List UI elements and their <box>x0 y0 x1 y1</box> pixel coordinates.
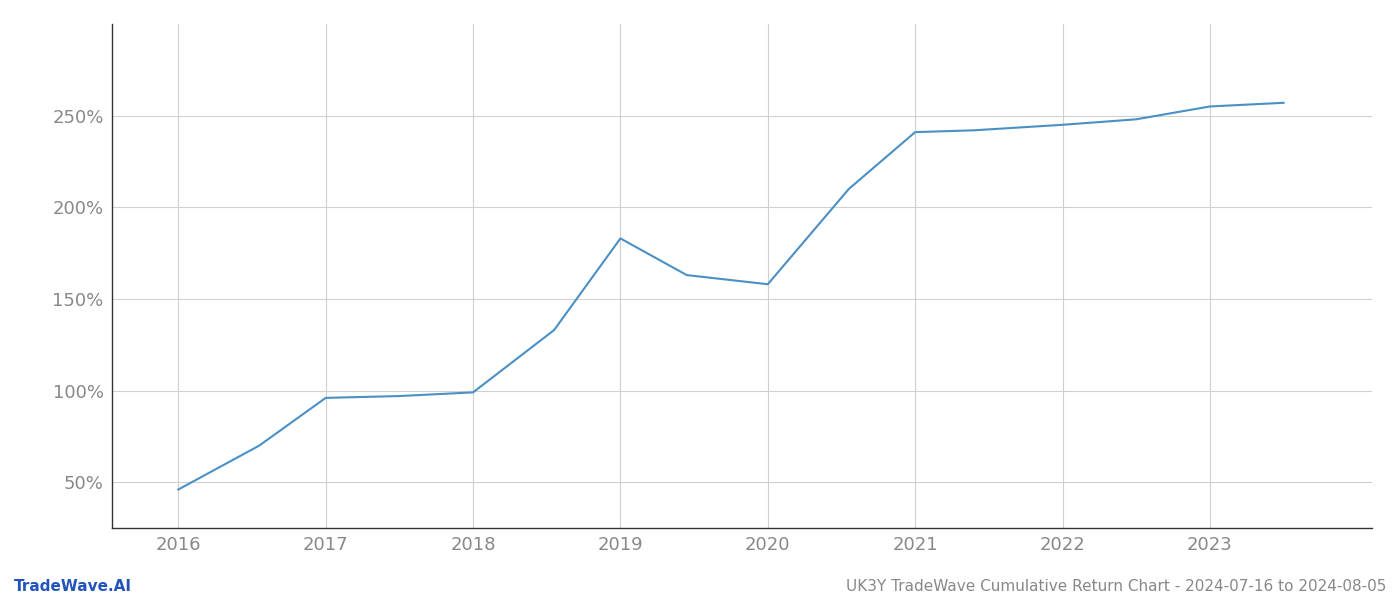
Text: UK3Y TradeWave Cumulative Return Chart - 2024-07-16 to 2024-08-05: UK3Y TradeWave Cumulative Return Chart -… <box>846 579 1386 594</box>
Text: TradeWave.AI: TradeWave.AI <box>14 579 132 594</box>
